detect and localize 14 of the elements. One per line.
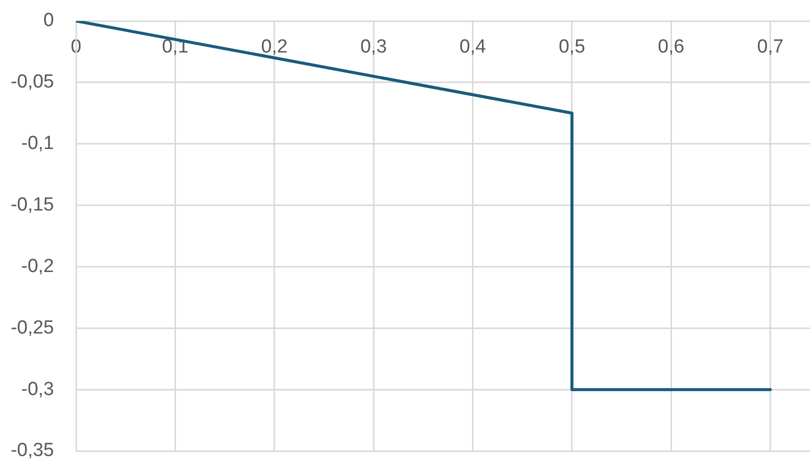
y-tick-label: -0,3: [21, 378, 54, 400]
y-tick-label: -0,35: [10, 440, 54, 462]
x-tick-label: 0,7: [757, 36, 784, 58]
x-tick-label: 0,4: [460, 36, 486, 58]
y-tick-label: -0,2: [21, 256, 54, 277]
x-tick-label: 0,6: [658, 36, 684, 58]
y-tick-label: 0: [43, 10, 54, 32]
y-tick-label: -0,1: [21, 133, 54, 154]
y-tick-label: -0,25: [10, 317, 54, 338]
x-tick-label: 0,2: [261, 36, 288, 58]
y-tick-label: -0,05: [10, 72, 54, 93]
y-tick-label: -0,15: [10, 194, 54, 216]
x-tick-label: 0,3: [360, 36, 387, 58]
x-tick-label: 0,5: [558, 36, 586, 58]
